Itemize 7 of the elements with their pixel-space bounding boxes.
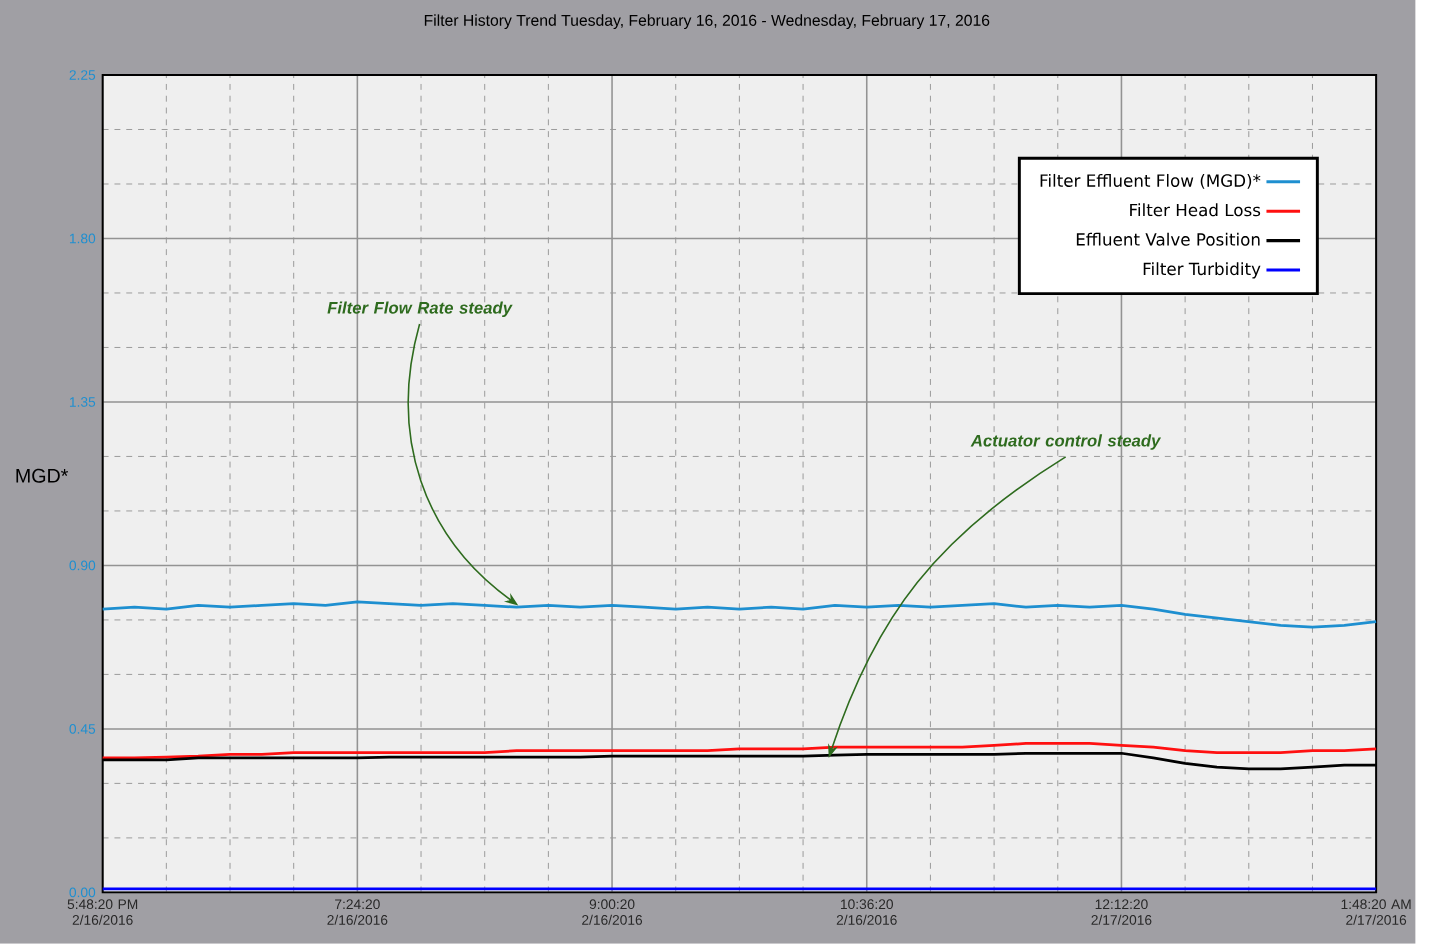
legend-label: Filter Turbidity [1143, 262, 1261, 279]
legend-label: Filter Effluent Flow (MGD)* [1040, 174, 1261, 189]
y-axis-title: MGD* [16, 468, 69, 483]
legend-label: Effluent Valve Position [1076, 232, 1260, 246]
legend-label: Filter Head Loss [1130, 203, 1261, 217]
annotation: Actuator control steady [970, 434, 1162, 450]
annotation: Filter Flow Rate steady [327, 301, 513, 318]
